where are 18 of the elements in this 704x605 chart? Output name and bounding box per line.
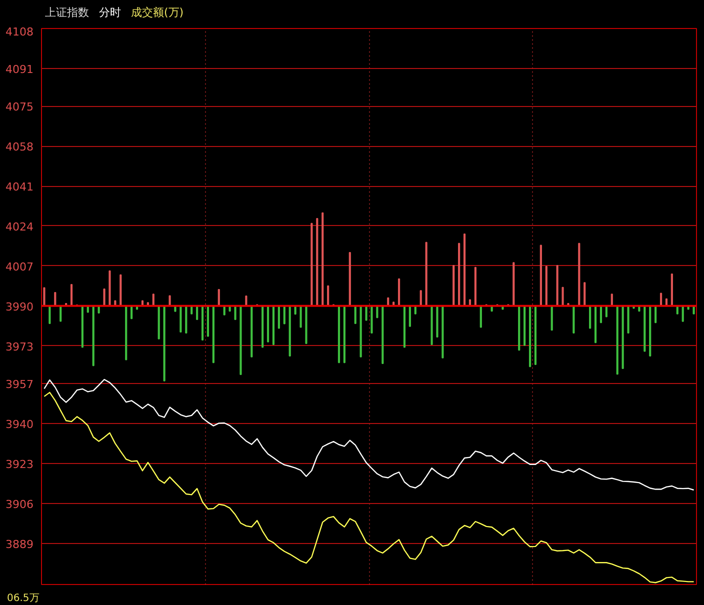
y-tick-label: 4075 — [6, 100, 34, 114]
y-tick-label: 3990 — [6, 300, 34, 314]
chart-title: 上证指数 — [45, 6, 89, 19]
chart-subtitle: 分时 — [99, 6, 121, 19]
y-tick-label: 4024 — [6, 220, 34, 234]
y-tick-label: 4041 — [6, 180, 34, 194]
y-tick-label: 3906 — [6, 498, 34, 511]
text: 06.5万 — [7, 593, 40, 604]
text: 成交额(万) — [131, 6, 184, 19]
y-tick-label: 3973 — [6, 340, 34, 354]
y-tick-label: 4058 — [6, 140, 34, 154]
y-tick-label: 4091 — [6, 62, 34, 76]
y-tick-label: 3889 — [6, 538, 34, 551]
y-tick-label: 4007 — [6, 260, 34, 274]
y-tick-label: 3923 — [6, 458, 34, 471]
y-tick-label: 3957 — [6, 378, 34, 391]
y-tick-label: 3940 — [6, 418, 34, 431]
y-tick-label: 4108 — [6, 26, 34, 38]
